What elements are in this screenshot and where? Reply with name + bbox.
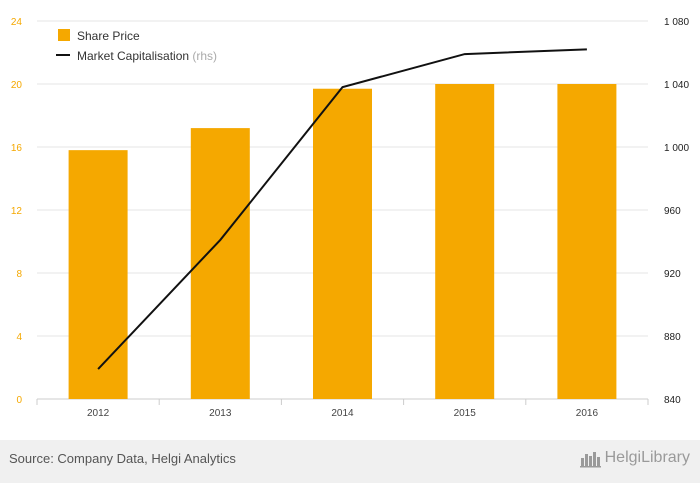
y-right-tick-label: 1 000	[664, 143, 689, 154]
y-left-tick-label: 8	[16, 269, 22, 280]
library-logo-icon	[579, 452, 601, 468]
chart-svg: 0 4 8 12 16 20 24 840 880 920 960 1 000 1 040 1 080 20…	[11, 17, 690, 419]
bar-share-price	[313, 88, 372, 399]
legend-label-share-price: Share Price	[77, 29, 140, 43]
bar-share-price	[68, 150, 128, 399]
y-left-tick-label: 20	[11, 80, 23, 91]
y-right-tick-label: 880	[664, 332, 681, 343]
y-left-tick-label: 0	[16, 395, 22, 406]
x-tick-label: 2012	[87, 408, 110, 419]
legend-rhs-suffix: (rhs)	[192, 49, 217, 63]
x-tick-label: 2014	[331, 408, 354, 419]
bar-share-price	[190, 128, 250, 399]
bar-share-price	[557, 84, 617, 399]
y-left-tick-label: 16	[11, 143, 23, 154]
y-left-tick-label: 24	[11, 17, 23, 28]
y-right-tick-label: 960	[664, 206, 681, 217]
x-tick-label: 2013	[209, 408, 232, 419]
bar-share-price	[435, 84, 495, 399]
y-right-tick-label: 840	[664, 395, 681, 406]
legend-swatch-share-price	[58, 29, 70, 41]
x-tick-label: 2016	[576, 408, 599, 419]
legend-label-market-capitalisation: Market Capitalisation (rhs)	[77, 49, 217, 63]
brand-logo-link[interactable]: HelgiLibrary	[579, 448, 690, 468]
brand-name: HelgiLibrary	[604, 449, 690, 466]
x-tick-label: 2015	[454, 408, 477, 419]
y-right-tick-label: 920	[664, 269, 681, 280]
source-note: Source: Company Data, Helgi Analytics	[9, 451, 236, 466]
y-right-tick-label: 1 040	[664, 80, 689, 91]
chart: 0 4 8 12 16 20 24 840 880 920 960 1 000 1 040 1 080 20…	[11, 17, 690, 419]
line-market-capitalisation	[97, 48, 587, 370]
footer: Source: Company Data, Helgi Analytics He…	[0, 440, 700, 483]
y-right-tick-label: 1 080	[664, 17, 689, 28]
y-left-tick-label: 12	[11, 206, 23, 217]
legend-series-name: Market Capitalisation	[77, 49, 192, 63]
y-left-tick-label: 4	[16, 332, 22, 343]
